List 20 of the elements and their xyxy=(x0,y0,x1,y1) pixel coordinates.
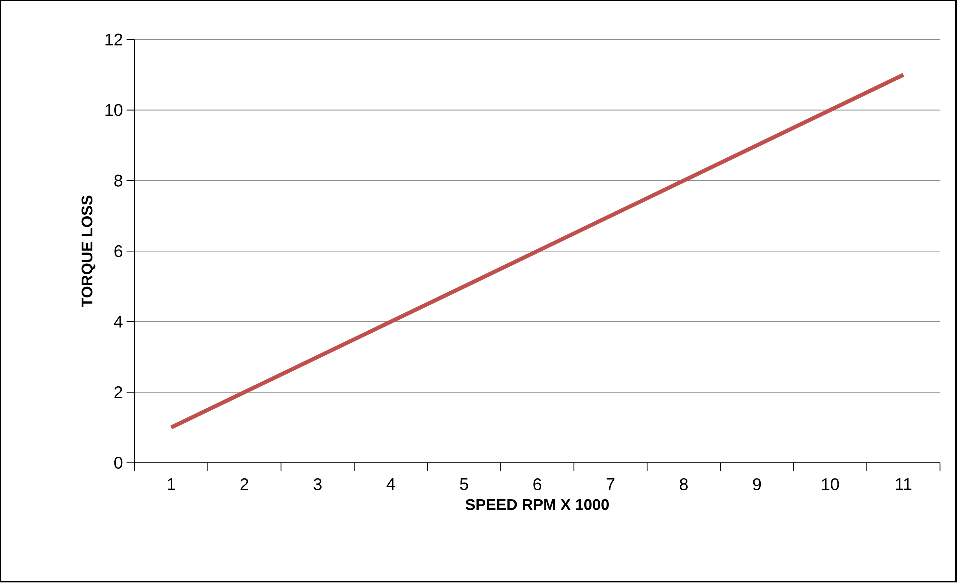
x-tick-label: 11 xyxy=(896,478,912,490)
x-tick-label: 5 xyxy=(460,478,468,490)
y-tick-label: 4 xyxy=(114,316,123,328)
y-tick-label: 2 xyxy=(114,386,122,398)
y-tick-label: 12 xyxy=(106,34,122,46)
x-tick-label: 6 xyxy=(534,478,542,491)
x-tick-label: 3 xyxy=(314,478,322,491)
y-tick-label: 6 xyxy=(114,245,123,258)
y-tick-label: 10 xyxy=(106,104,123,116)
x-tick-label: 4 xyxy=(386,478,396,490)
x-tick-label: 2 xyxy=(240,478,249,490)
x-tick-label: 7 xyxy=(606,478,615,490)
x-tick-label: 8 xyxy=(680,478,688,491)
y-axis-title: TORQUE LOSS xyxy=(82,196,96,308)
x-tick-label: 10 xyxy=(822,478,840,491)
x-axis-title: SPEED RPM X 1000 xyxy=(466,499,610,510)
y-tick-label: 0 xyxy=(114,457,123,470)
y-tick-label: 8 xyxy=(114,174,123,187)
x-tick-label: 1 xyxy=(168,478,176,490)
x-tick-label: 9 xyxy=(753,478,762,491)
